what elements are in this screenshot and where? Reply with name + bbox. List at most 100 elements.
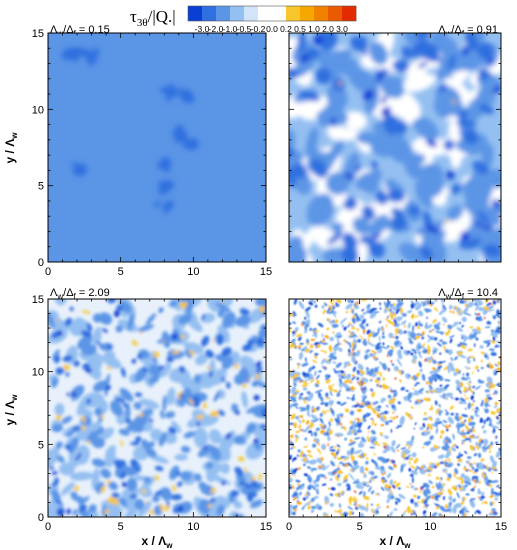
contour-region	[314, 330, 319, 333]
contour-region	[472, 202, 501, 226]
contour-region	[366, 349, 371, 352]
contour-region	[152, 356, 158, 364]
contour-region	[328, 384, 333, 392]
panel-top-right: Λw/Δf = 0.91	[288, 24, 502, 263]
contour-region	[458, 484, 461, 488]
contour-region	[336, 434, 339, 438]
contour-region	[324, 335, 330, 339]
contour-region	[358, 490, 363, 495]
contour-region	[464, 313, 472, 316]
contour-region	[369, 353, 375, 356]
contour-region	[462, 129, 479, 145]
contour-region	[217, 308, 225, 318]
contour-region	[442, 304, 447, 310]
contour-region	[481, 446, 486, 450]
contour-region	[484, 326, 491, 329]
contour-region	[411, 452, 417, 458]
contour-region	[176, 481, 183, 487]
contour-region	[489, 348, 495, 351]
contour-region	[328, 359, 332, 362]
contour-region	[131, 358, 137, 364]
contour-region	[410, 465, 417, 469]
contour-region	[120, 367, 126, 378]
contour-region	[362, 400, 368, 407]
contour-region	[178, 505, 184, 512]
contour-region	[203, 445, 208, 450]
colorbar-swatch	[216, 6, 231, 21]
contour-region	[441, 340, 445, 345]
contour-region	[484, 340, 492, 343]
contour-region	[436, 342, 442, 347]
contour-region	[456, 492, 460, 499]
contour-region	[351, 349, 355, 352]
contour-region	[491, 466, 497, 470]
contour-region	[369, 388, 374, 392]
contour-region	[321, 339, 326, 343]
contour-region	[324, 366, 327, 369]
contour-region	[468, 367, 471, 370]
contour-region	[319, 33, 338, 51]
contour-region	[411, 476, 414, 484]
contour-region	[361, 318, 366, 325]
contour-region	[310, 421, 315, 427]
contour-region	[351, 341, 355, 349]
contour-region	[311, 505, 316, 510]
contour-region	[473, 357, 476, 362]
contour-region	[306, 420, 310, 425]
contour-region	[448, 457, 451, 464]
contour-region	[460, 381, 463, 387]
contour-region	[143, 476, 152, 484]
contour-region	[221, 356, 234, 370]
contour-region	[439, 384, 443, 387]
contour-region	[137, 353, 143, 360]
contour-region	[496, 407, 501, 413]
contour-region	[472, 498, 476, 500]
contour-region	[329, 352, 334, 360]
contour-region	[389, 389, 392, 392]
contour-region	[472, 479, 477, 483]
contour-region	[301, 415, 304, 418]
contour-region	[464, 450, 468, 454]
contour-region	[474, 468, 479, 473]
panel-title-bottom-right: Λw/Δf = 10.4	[438, 287, 498, 301]
contour-region	[376, 503, 380, 507]
contour-region	[494, 497, 498, 501]
contour-region	[393, 312, 396, 318]
contour-region	[414, 303, 422, 311]
contour-region	[324, 395, 332, 400]
contour-region	[340, 512, 344, 517]
contour-region	[318, 370, 322, 373]
contour-region	[418, 351, 421, 354]
contour-region	[414, 351, 417, 354]
contour-region	[359, 402, 364, 406]
contour-region	[129, 493, 138, 499]
contour-region	[297, 33, 306, 51]
contour-region	[198, 481, 209, 493]
contour-region	[493, 390, 498, 395]
contour-region	[314, 483, 320, 488]
contour-region	[480, 366, 484, 370]
contour-region	[429, 408, 432, 411]
contour-region	[335, 450, 340, 456]
contour-region	[445, 424, 449, 429]
contour-region	[150, 428, 163, 442]
contour-region	[55, 414, 62, 421]
contour-region	[303, 473, 308, 477]
contour-region	[408, 413, 410, 417]
contour-region	[455, 379, 463, 388]
contour-region	[451, 183, 462, 195]
contour-region	[465, 510, 470, 513]
contour-region	[390, 416, 393, 420]
contour-region	[456, 477, 459, 480]
contour-region	[321, 483, 327, 486]
contour-region	[54, 355, 61, 364]
contour-region	[322, 309, 327, 315]
contour-region	[448, 424, 451, 427]
contour-region	[347, 299, 352, 303]
contour-region	[447, 324, 452, 330]
contour-region	[411, 313, 414, 319]
contour-region	[419, 468, 426, 475]
contour-feature	[165, 200, 175, 210]
colorbar-swatch	[202, 6, 217, 21]
